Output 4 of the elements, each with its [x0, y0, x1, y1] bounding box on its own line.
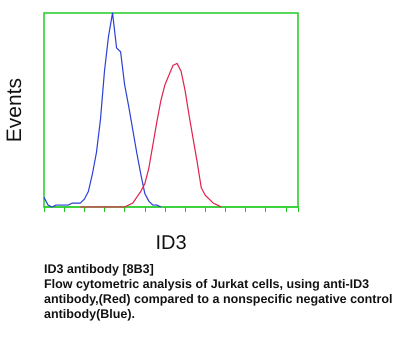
y-axis-title: Events: [3, 78, 26, 142]
text: ID3 antibody [8B3]: [44, 262, 155, 277]
text: Flow cytometric analysis of Jurkat cells, using anti-ID3 antibody,(Red) compared to a nonspecific negative control antibody(Blue).: [44, 277, 394, 322]
x-axis-title: ID3: [155, 232, 187, 254]
